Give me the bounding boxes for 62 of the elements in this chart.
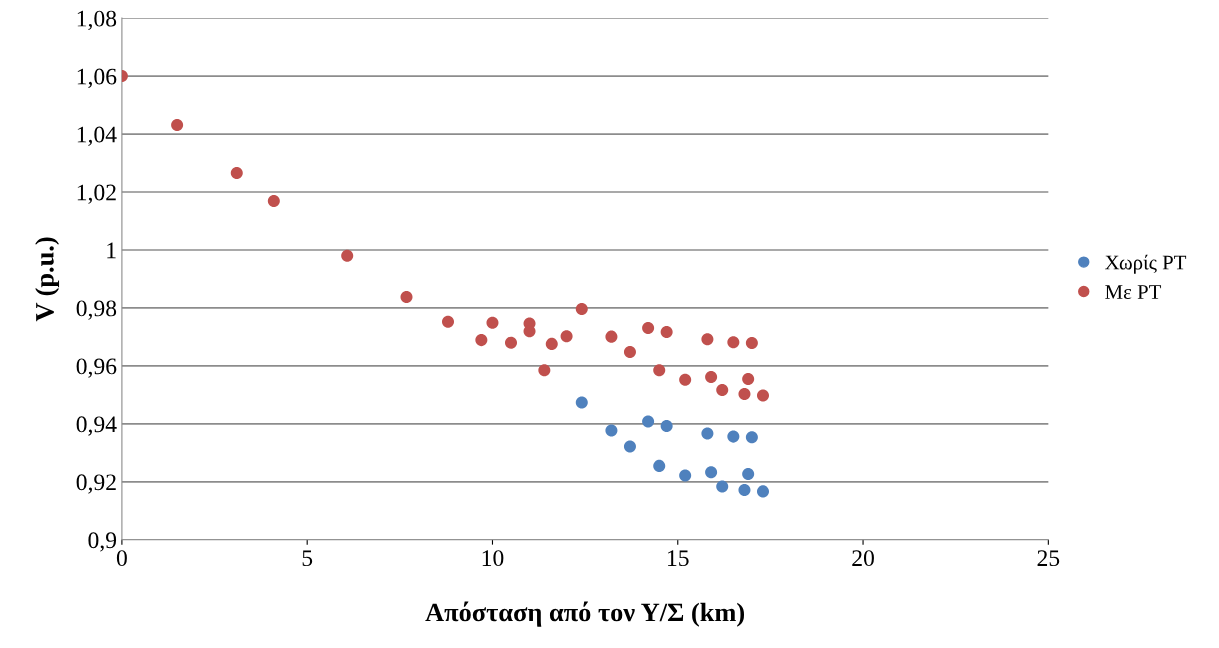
y-tick-label: 0,98 [76, 300, 117, 320]
y-axis-title: V (p.u.) [35, 237, 60, 322]
point [575, 396, 588, 409]
x-tick-label: 20 [852, 550, 874, 567]
point [400, 290, 413, 303]
legend-label: Με PT [1105, 285, 1162, 300]
point [679, 469, 692, 482]
point [660, 325, 673, 339]
point [623, 440, 636, 453]
point [727, 336, 740, 349]
point [642, 415, 655, 428]
y-tick-label: 1,02 [77, 184, 116, 204]
point [756, 485, 770, 498]
point [705, 466, 718, 479]
point [716, 480, 729, 493]
point [538, 364, 551, 377]
point [756, 389, 770, 402]
point [441, 315, 455, 328]
point [716, 383, 729, 396]
y-tick-label: 0,92 [76, 474, 116, 494]
point [742, 467, 755, 481]
point [605, 424, 618, 437]
point [705, 370, 718, 383]
point [605, 330, 618, 343]
y-tick-label: 0,9 [88, 532, 117, 552]
point [660, 419, 673, 432]
y-tick-label: 1 [107, 242, 116, 259]
y-tick-label: 0,96 [76, 358, 117, 378]
point [545, 337, 558, 350]
x-tick-label: 5 [302, 550, 313, 567]
x-tick-label: 0 [116, 550, 127, 567]
x-tick-label: 10 [482, 550, 504, 567]
x-tick-label: 15 [668, 550, 689, 567]
point [504, 336, 518, 349]
x-axis-title: Απόσταση από τον Υ/Σ (km) [425, 601, 745, 627]
x-tick-label: 25 [1037, 550, 1060, 567]
point [742, 372, 755, 385]
point [486, 316, 499, 329]
y-tick-label: 1,04 [77, 126, 117, 146]
point [727, 430, 740, 443]
point [653, 364, 666, 377]
y-tick-label: 0,94 [76, 416, 117, 436]
point [653, 459, 666, 472]
point [738, 483, 751, 496]
y-tick-label: 1,06 [77, 68, 117, 88]
point [745, 431, 758, 444]
point [679, 373, 692, 386]
point [560, 330, 573, 343]
legend-label: Χωρίς PT [1105, 254, 1187, 274]
y-tick-label: 1,08 [77, 10, 117, 30]
point [575, 303, 588, 316]
point [642, 321, 655, 334]
point [230, 166, 243, 179]
point [267, 194, 280, 208]
point [738, 388, 751, 401]
point [701, 427, 714, 440]
point [745, 337, 758, 350]
point [475, 334, 488, 347]
point [341, 249, 354, 262]
point [623, 345, 636, 359]
point [171, 119, 184, 132]
point [701, 333, 714, 346]
